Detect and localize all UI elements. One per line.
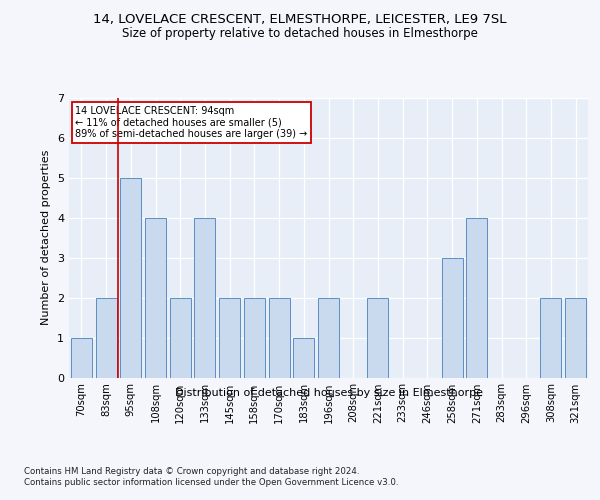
Bar — [565, 298, 586, 378]
Bar — [466, 218, 487, 378]
Text: Contains HM Land Registry data © Crown copyright and database right 2024.
Contai: Contains HM Land Registry data © Crown c… — [24, 468, 398, 487]
Y-axis label: Number of detached properties: Number of detached properties — [41, 150, 52, 325]
Bar — [541, 298, 562, 378]
Bar — [219, 298, 240, 378]
Bar — [145, 218, 166, 378]
Bar — [269, 298, 290, 378]
Bar — [367, 298, 388, 378]
Bar — [318, 298, 339, 378]
Text: Distribution of detached houses by size in Elmesthorpe: Distribution of detached houses by size … — [175, 388, 483, 398]
Bar — [442, 258, 463, 378]
Text: Size of property relative to detached houses in Elmesthorpe: Size of property relative to detached ho… — [122, 28, 478, 40]
Bar — [120, 178, 141, 378]
Bar — [95, 298, 116, 378]
Text: 14, LOVELACE CRESCENT, ELMESTHORPE, LEICESTER, LE9 7SL: 14, LOVELACE CRESCENT, ELMESTHORPE, LEIC… — [93, 12, 507, 26]
Bar — [71, 338, 92, 378]
Bar — [194, 218, 215, 378]
Bar — [293, 338, 314, 378]
Bar — [170, 298, 191, 378]
Text: 14 LOVELACE CRESCENT: 94sqm
← 11% of detached houses are smaller (5)
89% of semi: 14 LOVELACE CRESCENT: 94sqm ← 11% of det… — [75, 106, 307, 139]
Bar — [244, 298, 265, 378]
